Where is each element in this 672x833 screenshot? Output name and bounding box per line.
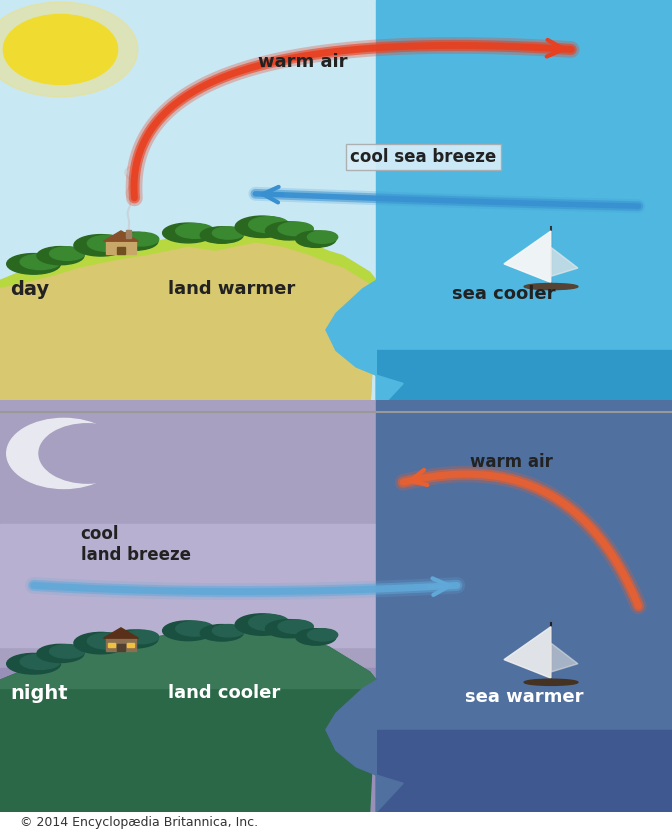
Ellipse shape	[524, 679, 578, 686]
Ellipse shape	[7, 653, 60, 674]
Bar	[0, 668, 672, 812]
Ellipse shape	[50, 247, 85, 261]
Ellipse shape	[124, 232, 159, 246]
Polygon shape	[103, 628, 138, 638]
Text: cool sea breeze: cool sea breeze	[350, 147, 497, 166]
Bar	[376, 400, 672, 812]
Text: warm air: warm air	[470, 452, 553, 471]
Ellipse shape	[265, 620, 312, 638]
Ellipse shape	[249, 217, 289, 232]
Ellipse shape	[111, 232, 158, 250]
Bar	[108, 643, 115, 647]
Ellipse shape	[249, 615, 289, 631]
Ellipse shape	[524, 283, 578, 290]
Circle shape	[3, 14, 118, 84]
Ellipse shape	[87, 633, 128, 649]
Ellipse shape	[74, 632, 128, 654]
Text: © 2014 Encyclopædia Britannica, Inc.: © 2014 Encyclopædia Britannica, Inc.	[20, 816, 258, 829]
Ellipse shape	[124, 630, 159, 644]
Ellipse shape	[296, 629, 336, 646]
Text: sea cooler: sea cooler	[452, 285, 556, 302]
Ellipse shape	[163, 621, 214, 641]
Bar	[0, 523, 672, 647]
Ellipse shape	[87, 235, 128, 252]
Ellipse shape	[212, 625, 245, 637]
Ellipse shape	[212, 227, 245, 239]
Ellipse shape	[200, 625, 243, 641]
Ellipse shape	[235, 216, 289, 237]
Circle shape	[0, 2, 138, 97]
Polygon shape	[551, 643, 578, 672]
Circle shape	[39, 424, 136, 483]
Ellipse shape	[235, 614, 289, 636]
Polygon shape	[0, 626, 376, 688]
Bar	[117, 247, 125, 253]
Polygon shape	[0, 231, 376, 412]
Ellipse shape	[163, 223, 214, 243]
Text: day: day	[10, 281, 49, 299]
Text: cool
land breeze: cool land breeze	[81, 525, 191, 564]
Polygon shape	[0, 626, 376, 812]
Ellipse shape	[37, 645, 84, 662]
Polygon shape	[326, 681, 403, 812]
Ellipse shape	[200, 227, 243, 243]
Ellipse shape	[278, 222, 313, 236]
Ellipse shape	[175, 621, 214, 636]
Bar	[127, 643, 134, 647]
Ellipse shape	[20, 654, 60, 670]
Bar	[0, 400, 672, 668]
Ellipse shape	[278, 620, 313, 633]
Bar	[376, 730, 672, 812]
Ellipse shape	[175, 223, 214, 238]
Bar	[126, 230, 131, 238]
Polygon shape	[551, 247, 578, 277]
Bar	[106, 242, 136, 253]
Ellipse shape	[37, 247, 84, 265]
Polygon shape	[326, 281, 403, 412]
Text: warm air: warm air	[257, 52, 347, 71]
Ellipse shape	[50, 645, 85, 658]
Polygon shape	[103, 231, 138, 242]
Text: night: night	[10, 685, 68, 703]
Ellipse shape	[265, 222, 312, 240]
Text: land warmer: land warmer	[168, 281, 295, 298]
Circle shape	[7, 418, 121, 488]
Ellipse shape	[111, 630, 158, 648]
Ellipse shape	[7, 253, 60, 274]
Bar	[376, 0, 672, 412]
Ellipse shape	[20, 254, 60, 270]
Text: sea warmer: sea warmer	[465, 688, 583, 706]
Ellipse shape	[296, 231, 336, 247]
Bar	[117, 644, 125, 651]
Ellipse shape	[307, 629, 337, 641]
Ellipse shape	[74, 235, 128, 256]
Polygon shape	[504, 626, 551, 678]
Polygon shape	[0, 243, 376, 412]
Bar	[376, 351, 672, 412]
Polygon shape	[504, 231, 551, 282]
Bar	[106, 638, 136, 651]
Text: land cooler: land cooler	[168, 685, 280, 702]
Ellipse shape	[307, 231, 337, 243]
